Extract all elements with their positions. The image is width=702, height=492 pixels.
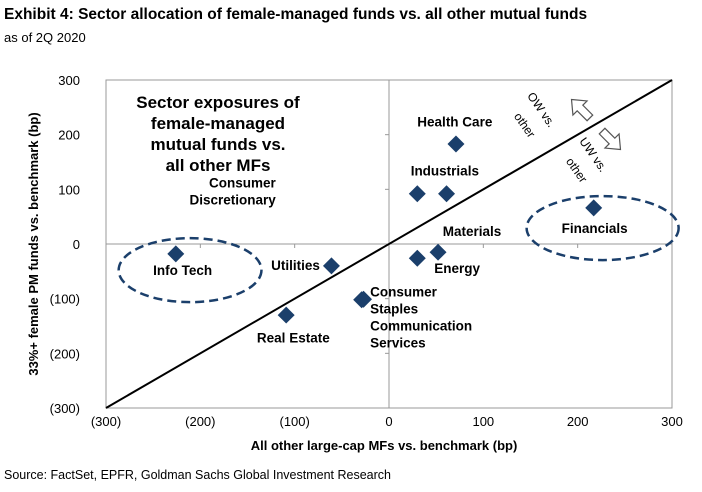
highlight-circle [117,236,263,304]
data-point [277,306,295,324]
point-label: Discretionary [190,193,277,208]
x-tick-label: 200 [567,414,589,429]
point-label: Consumer [209,176,277,191]
data-point [355,290,373,308]
data-point [585,199,603,217]
ow-arrow-icon [570,98,594,122]
annotation-text: Sector exposures of [136,93,300,112]
exhibit-title: Exhibit 4: Sector allocation of female-m… [4,6,588,23]
data-point [447,135,465,153]
y-tick-label: (200) [50,346,80,361]
point-label: Energy [434,261,480,276]
diagonal-line [105,79,673,409]
x-tick-label: (300) [91,414,121,429]
point-label: Real Estate [257,330,330,345]
data-point [167,245,185,263]
point-label: Staples [370,301,418,316]
point-label: Financials [562,221,628,236]
data-point [438,185,456,203]
y-tick-label: 0 [73,237,80,252]
point-label: Utilities [271,258,320,273]
x-tick-label: (100) [279,414,309,429]
y-tick-label: 300 [58,73,80,88]
point-label: Info Tech [153,263,212,278]
uw-label: other [563,155,590,185]
y-tick-label: (100) [50,292,80,307]
source-note: Source: FactSet, EPFR, Goldman Sachs Glo… [4,468,391,482]
y-tick-label: 100 [58,182,80,197]
x-tick-label: 100 [472,414,494,429]
data-point [322,257,340,275]
y-axis-label: 33%+ female PM funds vs. benchmark (bp) [26,112,41,375]
x-tick-label: (200) [185,414,215,429]
y-tick-label: 200 [58,128,80,143]
annotation-text: female-managed [151,114,285,133]
x-tick-label: 0 [385,414,392,429]
data-point [408,185,426,203]
data-point [408,249,426,267]
data-point [429,243,447,261]
y-tick-label: (300) [50,401,80,416]
highlight-circle [525,194,680,262]
x-tick-label: 300 [661,414,683,429]
point-label: Consumer [370,284,438,299]
annotation-text: all other MFs [166,156,271,175]
point-label: Health Care [417,114,493,129]
point-label: Services [370,335,426,350]
point-label: Communication [370,318,472,333]
x-axis-label: All other large-cap MFs vs. benchmark (b… [251,438,518,453]
exhibit-subtitle: as of 2Q 2020 [4,30,86,45]
point-label: Industrials [411,164,479,179]
ow-label: other [511,110,538,140]
point-label: Materials [443,224,502,239]
uw-arrow-icon [598,127,622,151]
annotation-text: mutual funds vs. [150,135,285,154]
